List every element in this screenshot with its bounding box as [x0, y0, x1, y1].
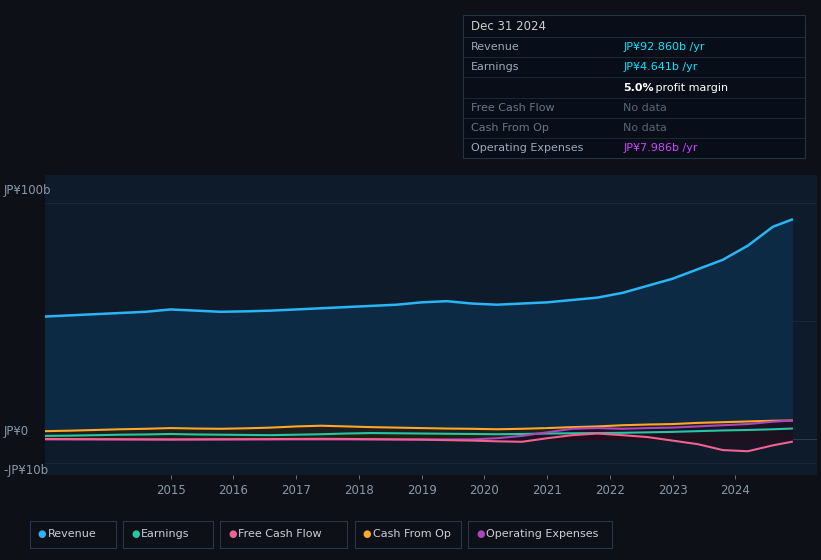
Text: No data: No data [623, 103, 667, 113]
Text: Cash From Op: Cash From Op [471, 123, 549, 133]
Text: JP¥92.860b /yr: JP¥92.860b /yr [623, 42, 704, 52]
Text: JP¥0: JP¥0 [3, 425, 29, 438]
Text: Dec 31 2024: Dec 31 2024 [471, 20, 546, 34]
Text: Operating Expenses: Operating Expenses [486, 529, 599, 539]
Text: Free Cash Flow: Free Cash Flow [238, 529, 322, 539]
Text: Revenue: Revenue [48, 529, 96, 539]
Text: Earnings: Earnings [471, 62, 520, 72]
Text: Earnings: Earnings [141, 529, 190, 539]
Text: ●: ● [228, 529, 236, 539]
Text: Operating Expenses: Operating Expenses [471, 143, 584, 153]
Text: No data: No data [623, 123, 667, 133]
Text: JP¥100b: JP¥100b [3, 184, 51, 198]
Text: ●: ● [38, 529, 46, 539]
Text: ●: ● [476, 529, 484, 539]
Text: JP¥4.641b /yr: JP¥4.641b /yr [623, 62, 698, 72]
Text: profit margin: profit margin [652, 82, 728, 92]
Text: 5.0%: 5.0% [623, 82, 654, 92]
Text: ●: ● [131, 529, 140, 539]
Text: Revenue: Revenue [471, 42, 520, 52]
Text: Free Cash Flow: Free Cash Flow [471, 103, 555, 113]
Text: -JP¥10b: -JP¥10b [3, 464, 48, 477]
Text: ●: ● [363, 529, 371, 539]
Text: JP¥7.986b /yr: JP¥7.986b /yr [623, 143, 698, 153]
Text: Cash From Op: Cash From Op [373, 529, 451, 539]
